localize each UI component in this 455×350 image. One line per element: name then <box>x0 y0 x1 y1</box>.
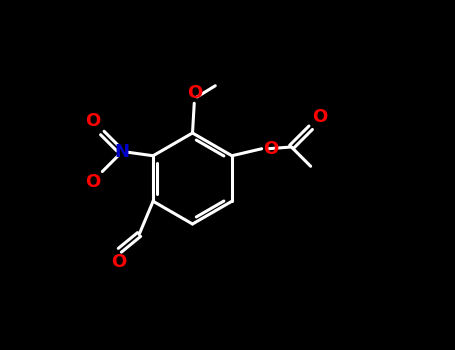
Text: O: O <box>187 84 202 102</box>
Text: O: O <box>312 108 327 126</box>
Text: N: N <box>114 143 129 161</box>
Text: O: O <box>263 140 278 158</box>
Text: O: O <box>86 173 101 191</box>
Text: O: O <box>86 112 101 130</box>
Text: O: O <box>111 253 126 271</box>
